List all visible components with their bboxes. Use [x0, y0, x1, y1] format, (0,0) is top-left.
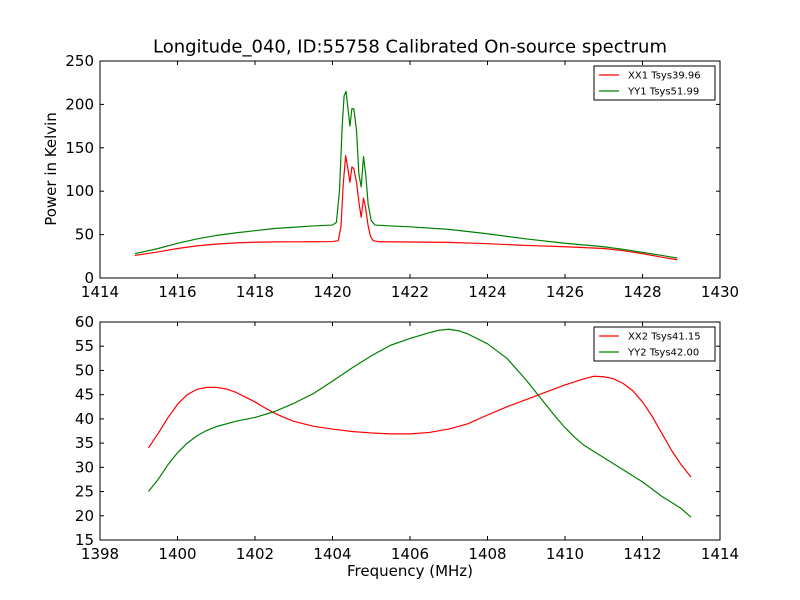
y-tick-label: 0 — [84, 269, 94, 287]
y-tick-label: 50 — [75, 361, 94, 379]
y-tick-label: 200 — [65, 95, 94, 113]
series-line-1 — [134, 155, 678, 261]
y-tick-label: 250 — [65, 52, 94, 70]
legend-label: XX1 Tsys39.96 — [628, 71, 701, 82]
series-line-2 — [134, 90, 678, 259]
legend-label: XX2 Tsys41.15 — [628, 332, 701, 343]
x-tick-label: 1398 — [81, 545, 119, 563]
y-tick-label: 60 — [75, 313, 94, 331]
legend-label: YY2 Tsys42.00 — [627, 348, 699, 359]
legend-label: YY1 Tsys51.99 — [627, 87, 699, 98]
chart-title: Longitude_040, ID:55758 Calibrated On-so… — [153, 37, 667, 58]
x-tick-label: 1408 — [468, 545, 506, 563]
x-tick-label: 1426 — [546, 283, 584, 301]
x-tick-label: 1424 — [468, 283, 506, 301]
y-tick-label: 50 — [75, 226, 94, 244]
x-tick-label: 1414 — [81, 283, 119, 301]
x-tick-label: 1418 — [236, 283, 274, 301]
y-tick-label: 30 — [75, 458, 94, 476]
y-tick-label: 40 — [75, 410, 94, 428]
x-tick-label: 1404 — [313, 545, 351, 563]
y-tick-label: 15 — [75, 531, 94, 549]
x-tick-label: 1410 — [546, 545, 584, 563]
y-tick-label: 35 — [75, 434, 94, 452]
y-axis-label-top: Power in Kelvin — [42, 112, 60, 226]
x-tick-label: 1414 — [701, 545, 739, 563]
x-tick-label: 1430 — [701, 283, 739, 301]
x-tick-label: 1420 — [313, 283, 351, 301]
x-axis-label-bottom: Frequency (MHz) — [347, 562, 473, 580]
y-tick-label: 150 — [65, 139, 94, 157]
chart-bottom: 1398 1400 1402 1404 1406 1408 1410 1412 1414 15 20… — [75, 313, 739, 563]
series-line-1 — [147, 375, 692, 478]
y-tick-label: 45 — [75, 386, 94, 404]
x-tick-label: 1428 — [623, 283, 661, 301]
y-tick-label: 20 — [75, 507, 94, 525]
x-tick-label: 1412 — [623, 545, 661, 563]
legend: XX1 Tsys39.96 YY1 Tsys51.99 — [593, 65, 716, 101]
x-tick-label: 1402 — [236, 545, 274, 563]
legend-box — [593, 326, 716, 362]
x-tick-label: 1400 — [158, 545, 196, 563]
y-tick-label: 100 — [65, 182, 94, 200]
series-line-2 — [147, 328, 692, 518]
legend: XX2 Tsys41.15 YY2 Tsys42.00 — [593, 326, 716, 362]
x-tick-label: 1416 — [158, 283, 196, 301]
legend-box — [593, 65, 716, 101]
x-tick-label: 1422 — [391, 283, 429, 301]
chart-top: 1414 1416 1418 1420 1422 1424 1426 1428 1430 0 50 1… — [65, 52, 739, 301]
y-tick-label: 55 — [75, 337, 94, 355]
y-tick-label: 25 — [75, 483, 94, 501]
x-tick-label: 1406 — [391, 545, 429, 563]
